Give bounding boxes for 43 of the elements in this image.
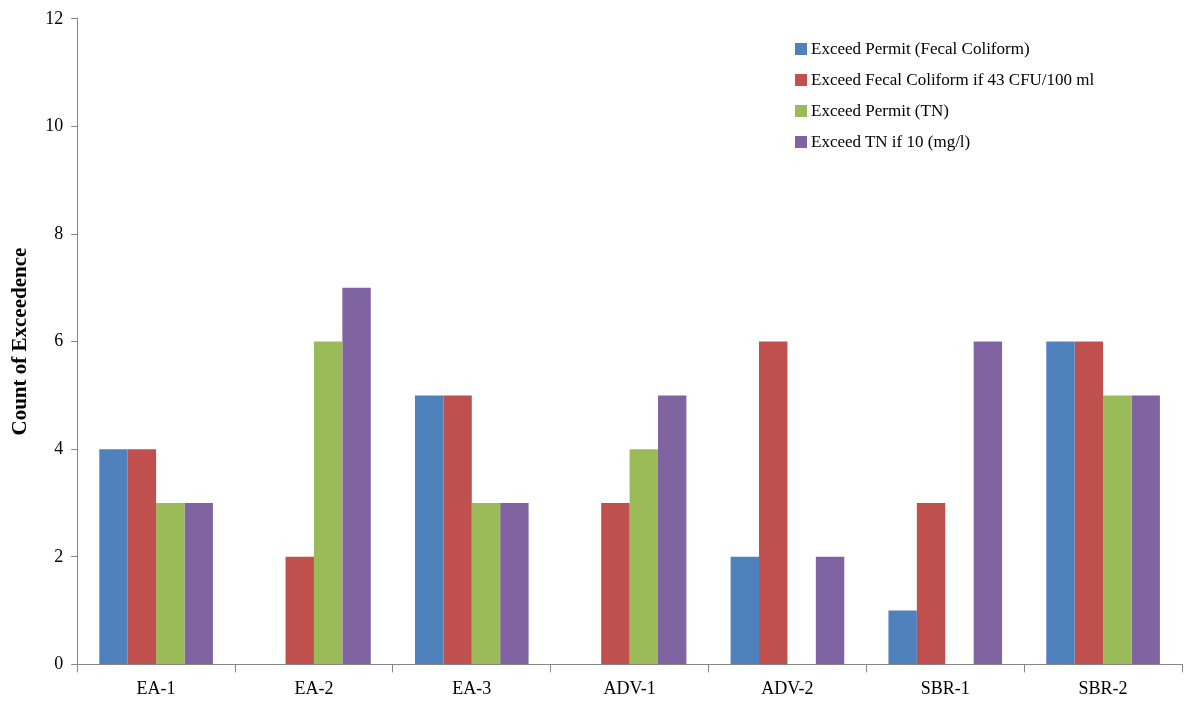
bar	[1103, 395, 1132, 664]
y-tick-label: 8	[54, 222, 64, 243]
bar	[601, 503, 630, 664]
bar	[1046, 341, 1075, 664]
bar	[471, 503, 501, 664]
bar	[629, 449, 659, 664]
bar	[658, 395, 687, 664]
bar	[342, 287, 371, 664]
bar	[285, 556, 314, 664]
x-tick-label: EA-2	[294, 677, 334, 698]
y-axis-title: Count of Exceedence	[7, 247, 32, 436]
y-tick-label: 4	[54, 437, 64, 458]
legend-label: Exceed TN if 10 (mg/l)	[811, 131, 971, 152]
bar	[313, 341, 343, 664]
bar	[1131, 395, 1160, 664]
bar	[500, 503, 529, 664]
bar	[916, 503, 946, 664]
x-tick-label: SBR-2	[1078, 677, 1128, 698]
y-tick-label: 10	[45, 115, 64, 136]
legend-label: Exceed Permit (TN)	[811, 100, 949, 121]
x-tick-label: ADV-2	[761, 677, 814, 698]
bar	[99, 449, 128, 664]
bar	[184, 503, 213, 664]
bar	[973, 341, 1003, 664]
bar	[815, 556, 845, 664]
x-tick-label: EA-3	[452, 677, 492, 698]
y-tick-label: 2	[54, 545, 64, 566]
bar	[414, 395, 444, 664]
bar	[759, 341, 788, 664]
x-tick-label: SBR-1	[920, 677, 970, 698]
x-tick-label: EA-1	[136, 677, 176, 698]
legend-label: Exceed Permit (Fecal Coliform)	[811, 38, 1030, 59]
y-tick-label: 0	[54, 653, 64, 674]
y-tick-label: 6	[54, 330, 64, 351]
bar	[1074, 341, 1104, 664]
bar	[888, 610, 917, 664]
legend-label: Exceed Fecal Coliform if 43 CFU/100 ml	[811, 69, 1095, 90]
bar	[443, 395, 472, 664]
bar	[156, 503, 185, 664]
bar	[127, 449, 157, 664]
bar	[730, 556, 760, 664]
y-tick-label: 12	[45, 7, 64, 28]
x-tick-label: ADV-1	[603, 677, 656, 698]
